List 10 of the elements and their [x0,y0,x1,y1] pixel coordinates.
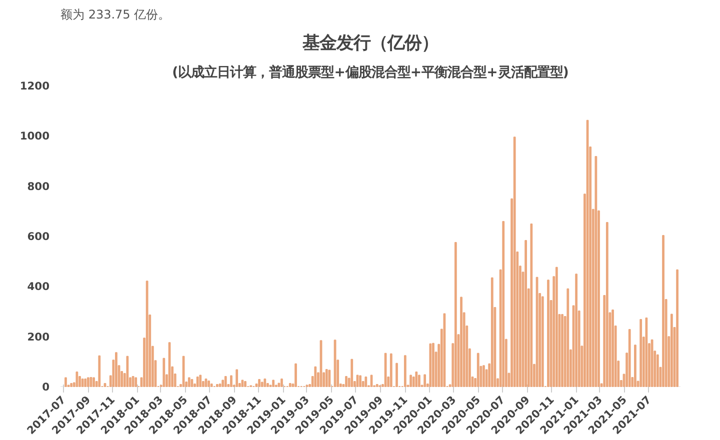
y-tick-label: 200 [27,330,50,344]
chart-subtitle: (以成立日计算，普通股票型+偏股混合型+平衡混合型+灵活配置型) [172,64,569,80]
y-tick-label: 800 [27,180,50,193]
y-tick-label: 400 [27,280,50,294]
y-tick-label: 1000 [20,130,50,143]
y-tick-label: 1200 [20,80,50,92]
y-tick-label: 600 [27,230,50,243]
chart-title: 基金发行（亿份） [302,34,438,54]
text: 额为 233.75 亿份。 [60,8,170,22]
y-tick-label: 0 [42,380,50,394]
